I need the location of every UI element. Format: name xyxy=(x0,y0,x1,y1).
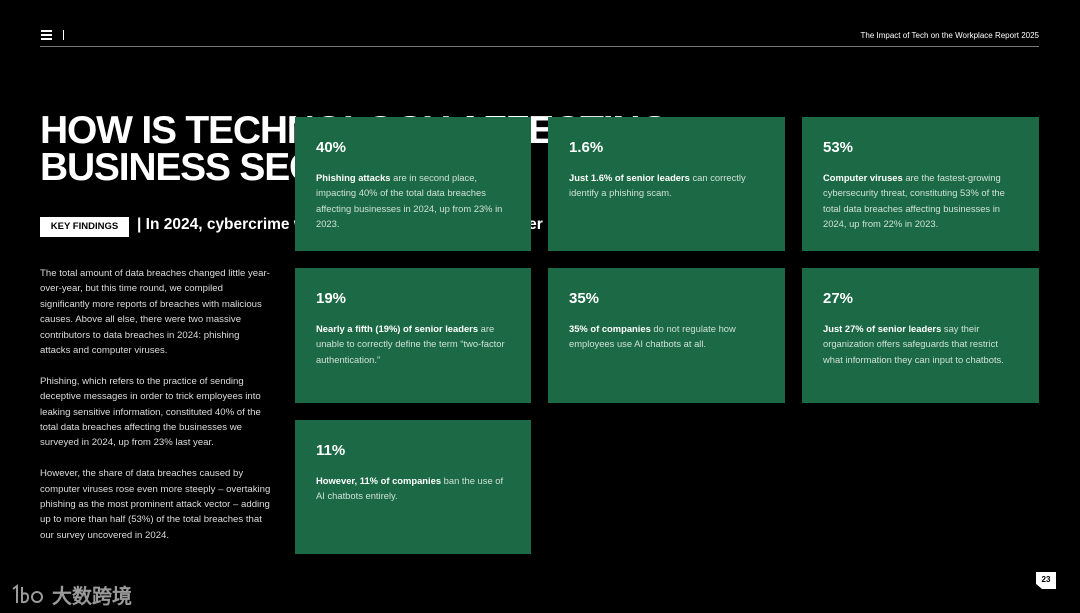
stat-description: Nearly a fifth (19%) of senior leaders a… xyxy=(316,321,509,367)
intro-paragraph: However, the share of data breaches caus… xyxy=(40,468,271,541)
stat-description: However, 11% of companies ban the use of… xyxy=(316,473,509,504)
highlight-text: Computer viruses xyxy=(823,172,903,183)
body-text: are in second place, impacting 40% of th… xyxy=(316,172,503,230)
stat-description: Phishing attacks are in second place, im… xyxy=(316,170,509,232)
highlight-text: However, 11% of companies xyxy=(316,475,442,486)
highlight-text: Just 1.6% of senior leaders xyxy=(569,172,690,183)
stat-card: 40% Phishing attacks are in second place,… xyxy=(295,117,531,251)
stat-description: 35% of companies do not regulate how emp… xyxy=(569,321,763,352)
stat-value: 40% xyxy=(316,139,347,156)
highlight-text: Phishing attacks xyxy=(316,172,391,183)
highlight-text: Nearly a fifth (19%) of senior leaders xyxy=(316,323,479,334)
stat-card: 35% 35% of companies do not regulate how … xyxy=(548,268,785,403)
intro-paragraph: Phishing, which refers to the practice o… xyxy=(40,375,261,449)
body-text: say their organization offers safeguards… xyxy=(823,323,1004,365)
stat-card: 1.6% Just 1.6% of senior leaders can corr… xyxy=(548,117,785,251)
stat-cards: 53% Computer viruses are the fastest-grow… xyxy=(295,117,1039,554)
key-findings-badge: KEY FINDINGS xyxy=(40,217,129,237)
header-rule xyxy=(40,46,1039,47)
watermark-text: 大数跨境 xyxy=(52,586,132,608)
menu-icon[interactable] xyxy=(41,30,52,40)
report-title: The Impact of Tech on the Workplace Repo… xyxy=(860,31,1039,40)
stat-value: 1.6% xyxy=(569,139,604,156)
watermark: 大数跨境 xyxy=(10,580,132,609)
stat-description: Just 27% of senior leaders say their org… xyxy=(823,321,1017,367)
stat-value: 11% xyxy=(316,442,346,459)
page-number: 23 xyxy=(1036,572,1056,589)
stat-description: Computer viruses are the fastest-growing… xyxy=(823,170,1017,232)
body-text: do not regulate how employees use AI cha… xyxy=(569,323,736,350)
intro-text: The total amount of data breaches change… xyxy=(40,266,272,559)
body-text: can correctly identify a phishing scam. xyxy=(569,172,746,199)
stat-card: 27% Just 27% of senior leaders say their … xyxy=(802,268,1039,403)
body-text: are the fastest-growing cybersecurity th… xyxy=(823,172,1005,230)
highlight-text: Just 27% of senior leaders xyxy=(823,323,942,334)
highlight-text: 35% of companies xyxy=(569,323,651,334)
stat-card: 19% Nearly a fifth (19%) of senior leader… xyxy=(295,268,531,403)
intro-paragraph: The total amount of data breaches change… xyxy=(40,268,270,357)
stat-value: 35% xyxy=(569,290,600,307)
stat-card: 11% However, 11% of companies ban the use… xyxy=(295,420,531,554)
stat-value: 27% xyxy=(823,290,854,307)
watermark-logo xyxy=(12,583,44,603)
body-text: are unable to correctly define the term … xyxy=(316,323,505,365)
body-text: ban the use of AI chatbots entirely. xyxy=(316,475,504,502)
stat-value: 19% xyxy=(316,290,347,307)
stat-value: 53% xyxy=(823,139,854,156)
stat-description: Just 1.6% of senior leaders can correctl… xyxy=(569,170,763,201)
stat-card: 53% Computer viruses are the fastest-grow… xyxy=(802,117,1039,251)
divider xyxy=(63,30,64,40)
